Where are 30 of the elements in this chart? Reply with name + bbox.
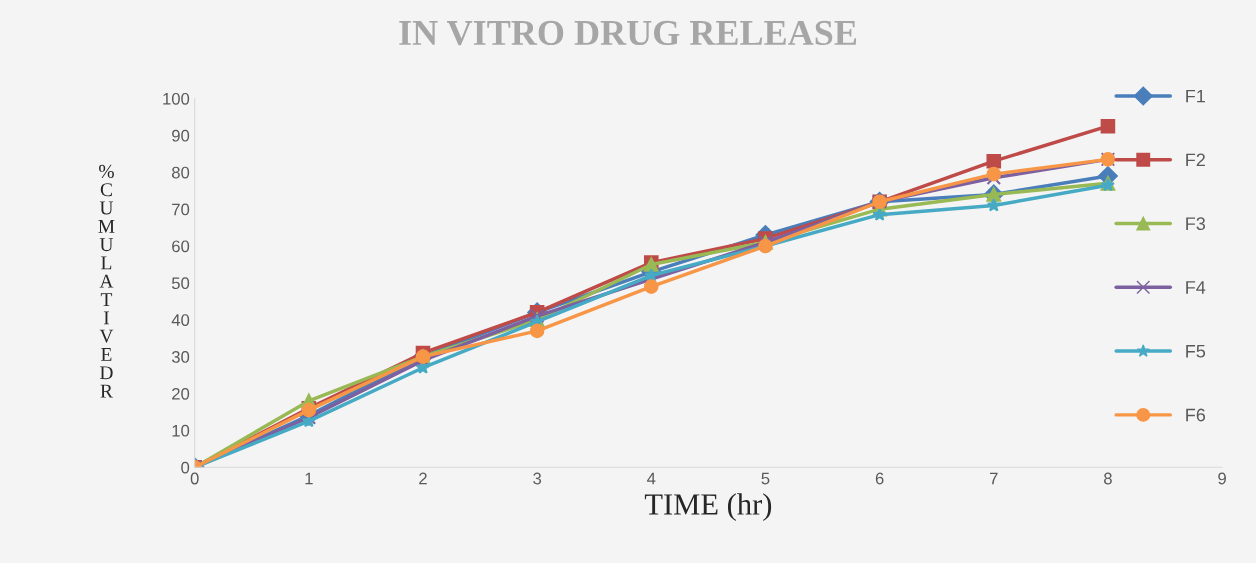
y-tick-label: 100 [163,92,190,105]
y-tick-label: 60 [172,240,190,253]
y-tick-label: 0 [181,461,190,474]
y-tick-label: 50 [171,277,190,290]
x-tick-label: 4 [647,472,656,485]
y-tick-label: 90 [172,129,190,142]
x-tick-label: 1 [305,472,313,485]
x-tick-label: 8 [1104,472,1112,485]
legend-label: F6 [1186,408,1206,422]
legend-label: F3 [1186,217,1206,231]
text: % CUMULATIVEDR [98,164,115,398]
x-tick-label: 6 [875,472,884,485]
x-tick-label: 9 [1218,472,1226,485]
legend-label: F5 [1186,345,1206,358]
x-tick-label: 7 [990,472,998,485]
x-axis-title: TIME (hr) [644,493,772,521]
legend-label: F1 [1186,89,1205,103]
legend-label: F2 [1186,153,1205,167]
y-tick-label: 40 [171,314,190,326]
chart-title: IN VITRO DRUG RELEASE [399,20,857,46]
y-tick-label: 80 [172,166,190,179]
y-tick-label: 20 [172,387,190,400]
legend-label: F4 [1186,281,1206,294]
y-tick-label: 70 [172,203,190,216]
y-tick-label: 30 [171,351,190,363]
x-tick-label: 5 [761,472,770,485]
x-tick-label: 0 [190,472,199,485]
x-tick-label: 2 [419,472,427,485]
x-tick-label: 3 [533,472,542,485]
y-tick-label: 10 [172,424,190,437]
